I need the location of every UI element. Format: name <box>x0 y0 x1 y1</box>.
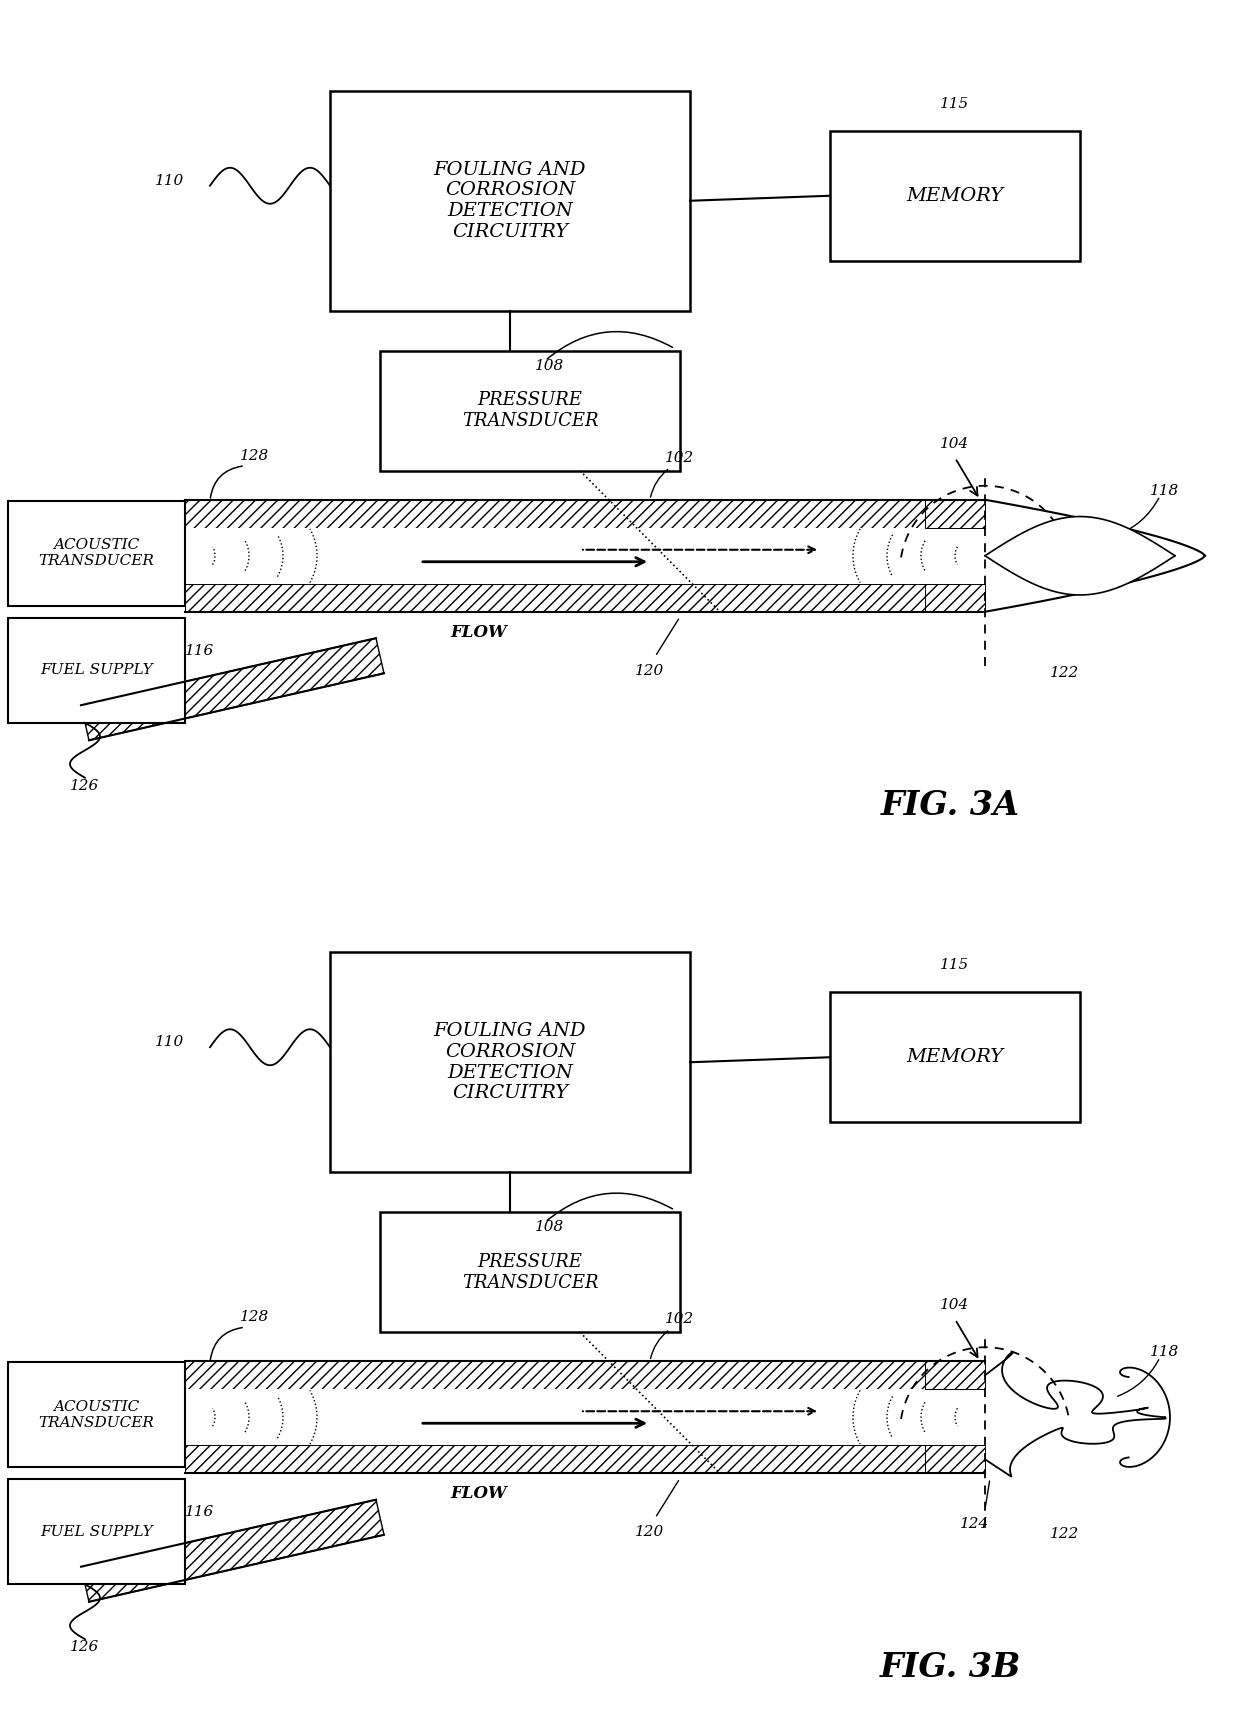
Text: 102: 102 <box>666 1313 694 1327</box>
Text: 115: 115 <box>940 958 970 972</box>
Text: FIG. 3A: FIG. 3A <box>880 789 1019 822</box>
Bar <box>7 1480 185 1583</box>
Text: MEMORY: MEMORY <box>906 1048 1003 1067</box>
Text: 110: 110 <box>155 1036 185 1049</box>
Bar <box>7 501 185 606</box>
Text: FLOW: FLOW <box>450 624 507 641</box>
Text: FUEL SUPPLY: FUEL SUPPLY <box>40 1525 153 1539</box>
Bar <box>185 584 985 612</box>
Bar <box>185 1389 985 1446</box>
Text: 108: 108 <box>534 1220 564 1234</box>
Polygon shape <box>81 638 384 741</box>
Text: 122: 122 <box>1050 1527 1080 1542</box>
Bar <box>830 992 1080 1122</box>
Text: ACOUSTIC
TRANSDUCER: ACOUSTIC TRANSDUCER <box>38 538 155 569</box>
Text: 110: 110 <box>155 174 185 188</box>
Bar <box>925 1446 985 1473</box>
Text: 120: 120 <box>635 1525 665 1539</box>
Text: 116: 116 <box>185 644 215 658</box>
Text: 126: 126 <box>71 1640 99 1654</box>
Text: PRESSURE
TRANSDUCER: PRESSURE TRANSDUCER <box>461 1253 598 1292</box>
Text: MEMORY: MEMORY <box>906 186 1003 205</box>
Text: 118: 118 <box>1151 1346 1179 1359</box>
Polygon shape <box>81 1499 384 1602</box>
Text: 116: 116 <box>185 1506 215 1520</box>
Text: 122: 122 <box>1050 665 1080 681</box>
Bar <box>830 131 1080 260</box>
Bar <box>7 1363 185 1468</box>
Bar <box>330 953 689 1172</box>
Bar <box>185 500 985 527</box>
Text: FUEL SUPPLY: FUEL SUPPLY <box>40 663 153 677</box>
Text: 128: 128 <box>241 1309 269 1325</box>
Bar <box>330 91 689 310</box>
Bar <box>379 1213 680 1332</box>
Text: FIG. 3B: FIG. 3B <box>879 1651 1021 1683</box>
Text: 126: 126 <box>71 779 99 793</box>
Bar <box>379 351 680 470</box>
Text: FOULING AND
CORROSION
DETECTION
CIRCUITRY: FOULING AND CORROSION DETECTION CIRCUITR… <box>434 160 587 241</box>
Text: 120: 120 <box>635 663 665 677</box>
Bar <box>925 584 985 612</box>
Text: PRESSURE
TRANSDUCER: PRESSURE TRANSDUCER <box>461 391 598 431</box>
Text: 118: 118 <box>1151 484 1179 498</box>
Text: 104: 104 <box>940 436 970 451</box>
Bar <box>925 500 985 527</box>
Bar <box>185 1361 985 1389</box>
Text: 124: 124 <box>960 1518 990 1532</box>
Text: 104: 104 <box>940 1297 970 1313</box>
Polygon shape <box>985 517 1176 594</box>
Text: 128: 128 <box>241 448 269 463</box>
Bar <box>185 527 985 584</box>
Text: ACOUSTIC
TRANSDUCER: ACOUSTIC TRANSDUCER <box>38 1399 155 1430</box>
Bar <box>185 1446 985 1473</box>
Text: 102: 102 <box>666 451 694 465</box>
Text: FLOW: FLOW <box>450 1485 507 1502</box>
Bar <box>925 1361 985 1389</box>
Text: 108: 108 <box>534 358 564 372</box>
Text: FOULING AND
CORROSION
DETECTION
CIRCUITRY: FOULING AND CORROSION DETECTION CIRCUITR… <box>434 1022 587 1103</box>
Bar <box>7 619 185 722</box>
Text: 115: 115 <box>940 96 970 110</box>
